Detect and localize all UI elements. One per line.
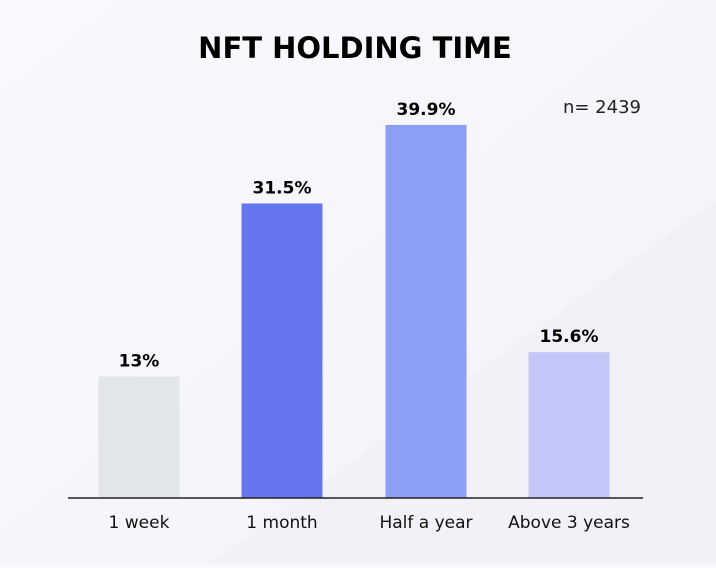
sample-size-annotation: n= 2439 <box>563 97 641 118</box>
x-tick-label: 1 week <box>109 513 170 533</box>
data-label: 39.9% <box>397 100 456 120</box>
x-tick-label: Half a year <box>379 513 472 533</box>
x-tick-label: Above 3 years <box>508 513 630 533</box>
data-label: 31.5% <box>253 178 312 198</box>
bar-1-week <box>98 376 180 498</box>
bars-layer: 13% 1 week 31.5% 1 month 39.9% Half a year 15.… <box>98 100 630 533</box>
x-tick-label: 1 month <box>246 513 317 533</box>
bar-above-3-years <box>528 352 610 498</box>
chart-title: NFT HOLDING TIME <box>198 31 512 65</box>
data-label: 15.6% <box>540 327 599 347</box>
bar-1-month <box>241 203 323 498</box>
data-label: 13% <box>119 351 160 371</box>
bar-half-a-year <box>385 124 467 498</box>
